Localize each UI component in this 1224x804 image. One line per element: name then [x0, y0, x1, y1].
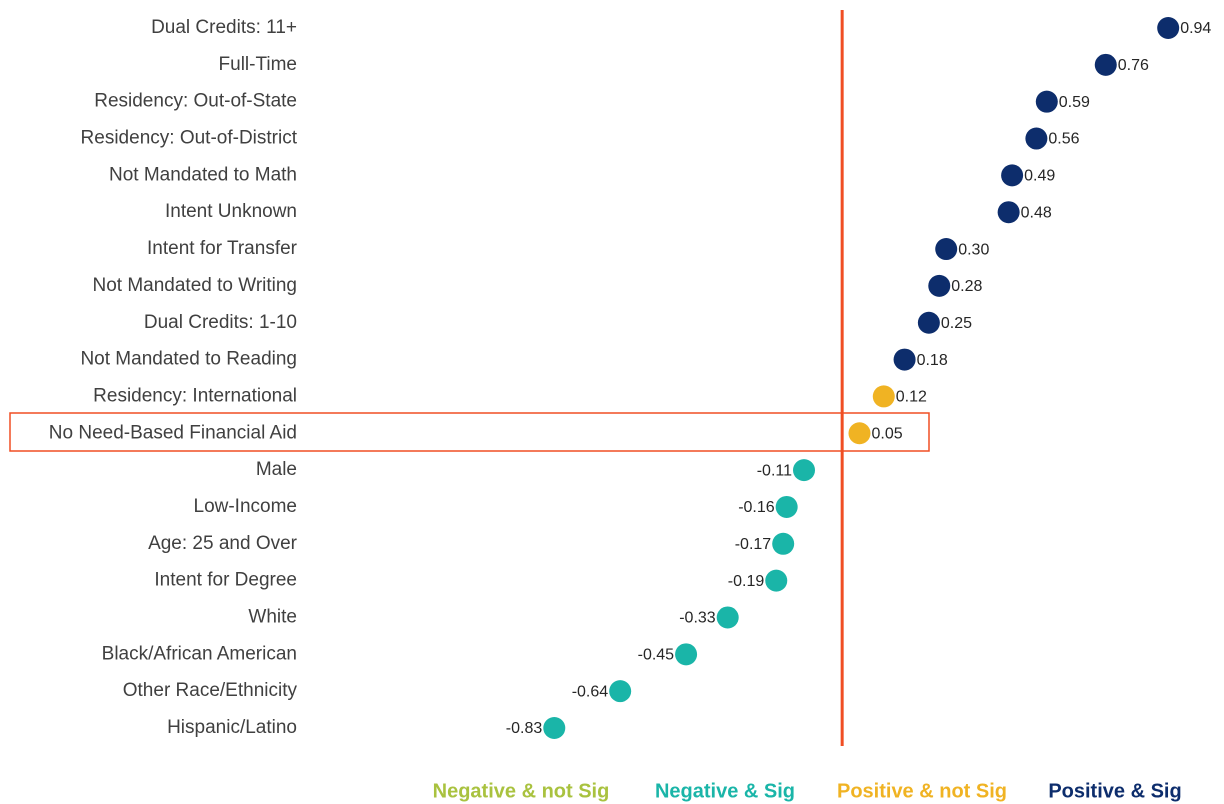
- value-label: 0.12: [896, 389, 927, 406]
- value-label: 0.76: [1118, 57, 1149, 74]
- value-label: -0.11: [757, 462, 792, 479]
- dot: [1035, 90, 1058, 113]
- value-label: 0.56: [1048, 131, 1079, 148]
- value-label: 0.30: [958, 241, 989, 258]
- dot: [775, 495, 798, 518]
- category-label: Not Mandated to Reading: [80, 349, 297, 370]
- category-label: Intent Unknown: [165, 201, 297, 222]
- dot: [1001, 164, 1024, 187]
- value-label: -0.45: [638, 647, 675, 664]
- dot: [793, 459, 816, 482]
- dot: [765, 569, 788, 592]
- category-label: Residency: Out-of-State: [94, 91, 297, 112]
- value-label: 0.48: [1021, 204, 1052, 221]
- dot: [848, 422, 871, 445]
- value-label: -0.17: [735, 536, 772, 553]
- category-label: Dual Credits: 11+: [151, 17, 297, 38]
- category-label: Residency: International: [93, 385, 297, 406]
- dot: [609, 680, 632, 703]
- dot: [872, 385, 895, 408]
- dot: [1025, 127, 1048, 150]
- legend-entry: Positive & Sig: [1048, 780, 1181, 802]
- legend-entry: Negative & not Sig: [433, 780, 610, 802]
- category-label: Black/African American: [102, 643, 297, 664]
- dot: [893, 348, 916, 371]
- value-label: -0.19: [728, 573, 765, 590]
- dot: [935, 238, 958, 261]
- category-label: Residency: Out-of-District: [81, 128, 298, 149]
- dot: [917, 311, 940, 334]
- dot: [1157, 17, 1180, 39]
- value-label: -0.64: [572, 683, 609, 700]
- value-label: -0.16: [738, 499, 775, 516]
- category-label: Intent for Transfer: [147, 238, 298, 259]
- category-label: Other Race/Ethnicity: [123, 680, 298, 701]
- value-label: 0.28: [951, 278, 982, 295]
- category-label: Dual Credits: 1-10: [144, 312, 297, 333]
- value-label: -0.83: [506, 720, 543, 737]
- category-label: Low-Income: [194, 496, 298, 517]
- value-label: -0.33: [679, 610, 716, 627]
- category-label: Intent for Degree: [154, 570, 297, 591]
- value-label: 0.18: [917, 352, 948, 369]
- category-label: Not Mandated to Math: [109, 164, 297, 185]
- dot: [997, 201, 1020, 224]
- category-label: Male: [256, 459, 297, 480]
- value-label: 0.25: [941, 315, 972, 332]
- value-label: 0.05: [872, 425, 903, 442]
- dot: [1094, 53, 1117, 76]
- dot: [675, 643, 698, 666]
- category-label: Not Mandated to Writing: [92, 275, 297, 296]
- category-label: Hispanic/Latino: [167, 717, 297, 738]
- category-label: No Need-Based Financial Aid: [49, 422, 297, 443]
- highlight-box: [9, 412, 930, 452]
- legend-entry: Negative & Sig: [655, 780, 795, 802]
- dot: [772, 532, 795, 555]
- value-label: 0.59: [1059, 94, 1090, 111]
- value-label: 0.94: [1180, 20, 1211, 37]
- category-label: White: [248, 606, 297, 627]
- value-label: 0.49: [1024, 168, 1055, 185]
- dot: [928, 274, 951, 297]
- dot: [543, 717, 566, 739]
- category-label: Age: 25 and Over: [148, 533, 298, 554]
- legend-entry: Positive & not Sig: [837, 780, 1007, 802]
- dot: [716, 606, 739, 629]
- category-label: Full-Time: [219, 54, 297, 75]
